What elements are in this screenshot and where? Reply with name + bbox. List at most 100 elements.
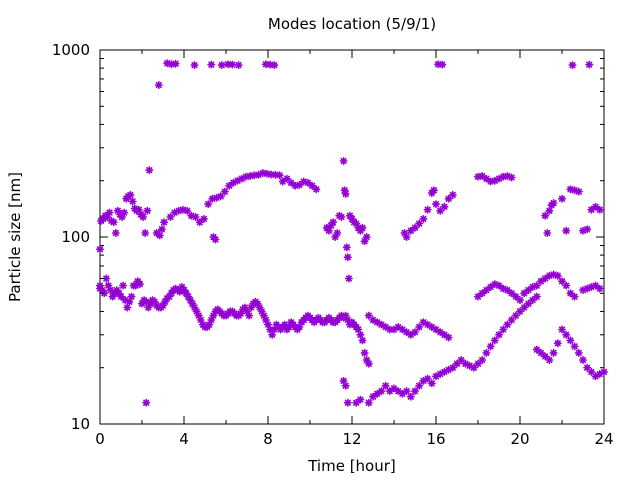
data-point — [171, 59, 180, 68]
data-point — [199, 214, 208, 223]
data-point — [568, 61, 577, 70]
data-point — [220, 187, 229, 196]
data-point — [566, 336, 575, 345]
data-point — [549, 198, 558, 208]
data-point — [268, 330, 277, 339]
data-point — [217, 61, 226, 70]
data-point — [595, 284, 604, 293]
data-point — [225, 181, 234, 190]
data-point — [216, 192, 225, 201]
data-points — [95, 59, 609, 407]
x-tick-label: 20 — [510, 430, 529, 448]
data-point — [545, 355, 554, 365]
data-point — [354, 325, 363, 334]
data-point — [358, 336, 367, 345]
data-point — [448, 190, 457, 199]
data-point — [490, 336, 499, 345]
data-point — [532, 292, 541, 301]
data-point — [553, 271, 562, 280]
data-point — [427, 379, 436, 388]
x-tick-label: 12 — [342, 430, 361, 448]
data-point — [574, 187, 583, 196]
data-point — [141, 228, 150, 238]
data-point — [331, 232, 340, 242]
data-point — [520, 303, 529, 312]
data-point — [553, 339, 562, 348]
x-axis-ticks: 0 4 8 12 16 20 24 — [95, 50, 614, 448]
data-point — [211, 235, 220, 244]
data-point — [142, 398, 151, 407]
data-point — [342, 243, 351, 252]
y-axis-ticks: 10 100 1000 — [52, 41, 604, 433]
data-point — [381, 381, 390, 390]
data-point — [507, 173, 516, 182]
data-point — [364, 398, 373, 407]
data-point — [352, 398, 361, 407]
data-point — [585, 60, 594, 69]
data-point — [111, 228, 120, 238]
data-point — [541, 352, 550, 361]
data-point — [557, 325, 567, 334]
data-point — [362, 232, 371, 242]
data-point — [406, 226, 415, 235]
data-point — [278, 177, 287, 186]
data-point — [599, 367, 609, 376]
data-point — [431, 200, 441, 209]
y-tick-label: 1000 — [52, 41, 90, 59]
x-tick-label: 4 — [179, 430, 189, 448]
data-point — [402, 232, 411, 242]
x-tick-label: 8 — [263, 430, 273, 448]
data-point — [377, 387, 386, 396]
data-point — [438, 60, 447, 69]
data-point — [157, 225, 166, 234]
data-point — [419, 214, 428, 223]
data-point — [120, 208, 129, 217]
data-point — [566, 289, 575, 298]
data-point — [102, 274, 111, 283]
data-point — [570, 342, 579, 351]
y-tick-label: 100 — [61, 228, 90, 246]
data-point — [562, 330, 571, 339]
data-point — [207, 60, 216, 69]
data-point — [341, 189, 350, 198]
data-point — [341, 381, 350, 390]
data-point — [119, 281, 128, 290]
data-point — [415, 381, 424, 390]
data-point — [95, 245, 105, 254]
data-point — [482, 286, 491, 295]
data-point — [557, 194, 567, 203]
data-point — [126, 190, 135, 199]
data-point — [228, 60, 237, 69]
data-point — [469, 363, 478, 372]
data-point — [183, 206, 192, 215]
data-point — [541, 274, 550, 283]
data-point — [410, 328, 420, 337]
data-point — [234, 61, 243, 70]
data-point — [312, 185, 321, 194]
data-point — [154, 80, 163, 90]
data-point — [578, 355, 588, 365]
y-axis-title: Particle size [nm] — [6, 172, 24, 302]
data-point — [423, 374, 432, 383]
data-point — [106, 286, 115, 295]
data-point — [145, 166, 154, 175]
data-point — [160, 218, 169, 227]
data-point — [478, 289, 487, 298]
data-point — [545, 206, 554, 215]
data-point — [275, 171, 284, 180]
data-point — [507, 315, 516, 325]
x-axis-title: Time [hour] — [307, 457, 396, 475]
data-point — [444, 333, 453, 342]
data-point — [191, 212, 200, 222]
chart-title: Modes location (5/9/1) — [268, 15, 436, 33]
data-point — [406, 392, 415, 401]
data-point — [486, 342, 495, 351]
data-point — [127, 292, 136, 301]
data-point — [415, 322, 424, 332]
data-point — [204, 200, 213, 209]
data-point — [128, 197, 137, 206]
data-point — [532, 281, 541, 290]
data-point — [549, 348, 558, 357]
data-point — [105, 208, 114, 217]
data-point — [343, 253, 352, 262]
